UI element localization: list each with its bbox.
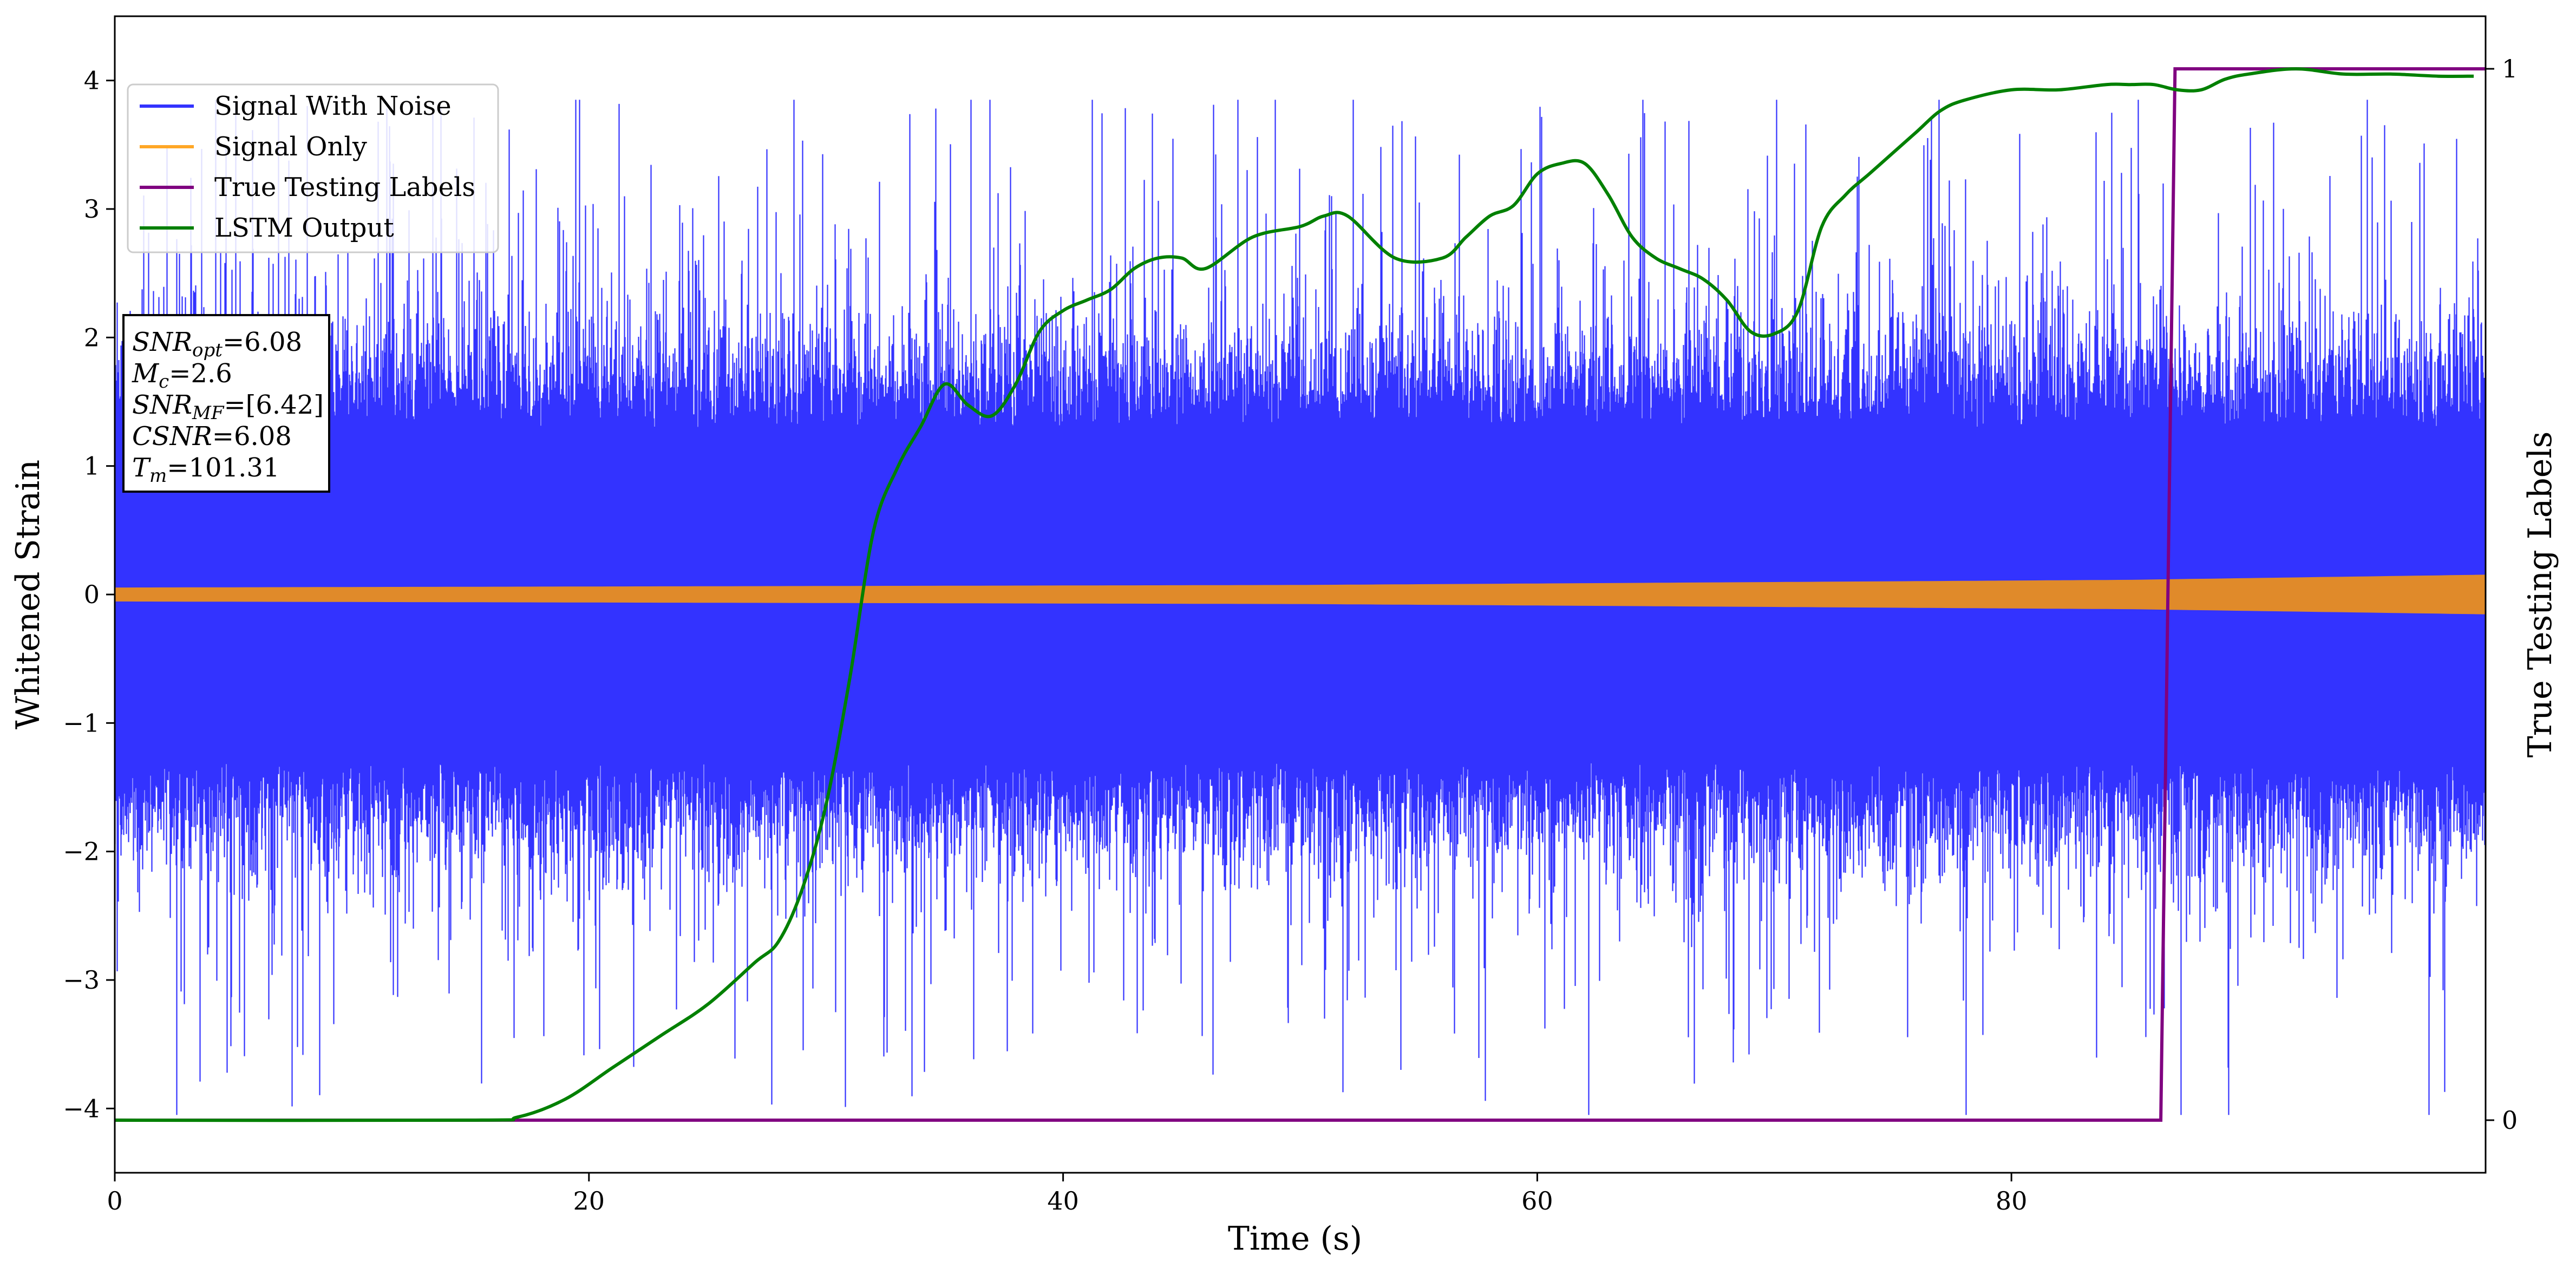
annotation-line: SNRMF=[6.42] xyxy=(132,390,324,424)
y-axis-title: Whitened Strain xyxy=(9,460,47,729)
y-axis: −4 −3 −2 −1 0 1 2 3 4 xyxy=(63,66,115,1123)
y-tick-label: 2 xyxy=(84,323,100,352)
series-lstm-output xyxy=(115,67,2474,1122)
x-tick-label: 60 xyxy=(1521,1186,1553,1216)
legend-label: Signal With Noise xyxy=(214,91,452,121)
legend: Signal With Noise Signal Only True Testing… xyxy=(127,83,499,253)
x-axis: 0 20 40 60 80 xyxy=(107,1173,2027,1216)
lstm-output-line xyxy=(115,67,2474,1122)
annotation-line: CSNR=6.08 xyxy=(132,421,292,452)
legend-label: Signal Only xyxy=(214,132,367,162)
annotation-line: Tm=101.31 xyxy=(132,453,279,487)
x-tick-label: 80 xyxy=(1996,1186,2028,1216)
y-tick-label: 0 xyxy=(84,580,100,609)
x-tick-label: 20 xyxy=(573,1186,605,1216)
y2-axis: 01 xyxy=(2486,54,2518,1135)
x-tick-label: 40 xyxy=(1047,1186,1079,1216)
y-tick-label: −3 xyxy=(63,965,100,995)
series-true-testing-labels xyxy=(115,67,2486,1122)
y-tick-label: −4 xyxy=(63,1094,100,1123)
signal-only-band xyxy=(115,574,2486,615)
legend-entry: LSTM Output xyxy=(140,213,394,243)
y-tick-label: −1 xyxy=(63,708,100,737)
y2-tick-label: 1 xyxy=(2502,54,2518,83)
series-signal-only xyxy=(115,574,2486,615)
y-tick-label: 3 xyxy=(84,194,100,224)
legend-frame xyxy=(127,83,499,253)
legend-entry: Signal Only xyxy=(140,132,367,162)
true-testing-labels-line xyxy=(115,67,2486,1122)
annotation-box: SNRopt=6.08Mc=2.6SNRMF=[6.42]CSNR=6.08Tm… xyxy=(122,314,330,493)
annotation-frame xyxy=(122,314,330,493)
x-tick-label: 0 xyxy=(107,1186,122,1216)
legend-label: LSTM Output xyxy=(214,213,394,243)
annotation-line: Mc=2.6 xyxy=(132,358,232,393)
x-axis-title: Time (s) xyxy=(1228,1220,1362,1258)
legend-entry: True Testing Labels xyxy=(140,172,475,202)
annotation-line: SNRopt=6.08 xyxy=(132,327,302,361)
y-tick-label: 4 xyxy=(84,66,100,95)
legend-entry: Signal With Noise xyxy=(140,91,452,121)
y-tick-label: −2 xyxy=(63,837,100,866)
y2-tick-label: 0 xyxy=(2502,1106,2518,1135)
y2-axis-title: True Testing Labels xyxy=(2521,432,2559,758)
y-tick-label: 1 xyxy=(84,452,100,481)
legend-label: True Testing Labels xyxy=(214,172,475,202)
